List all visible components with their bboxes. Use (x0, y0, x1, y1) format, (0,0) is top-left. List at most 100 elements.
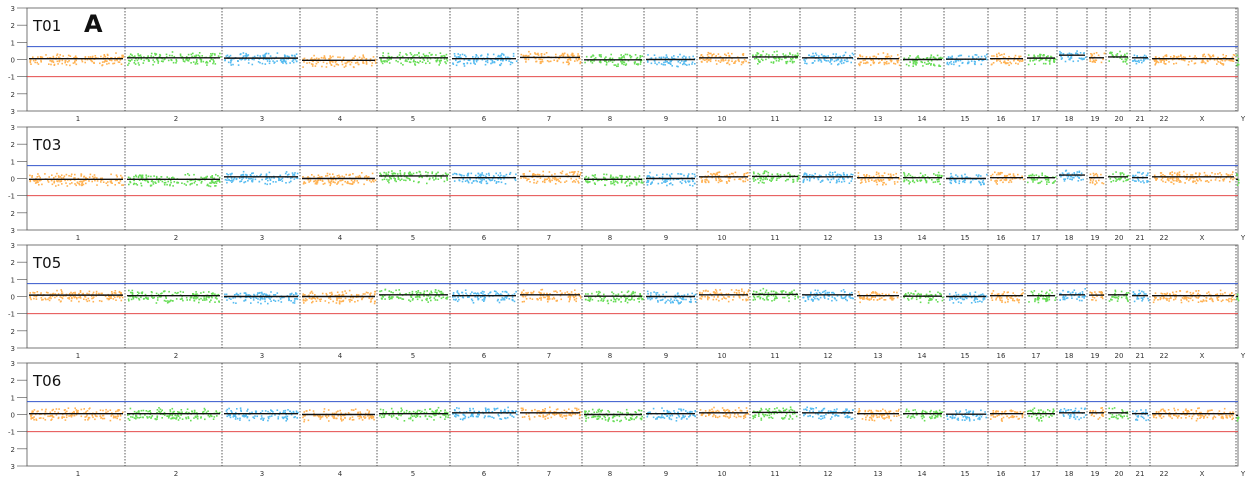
data-point (620, 54, 622, 56)
data-point (362, 55, 365, 58)
data-point (1031, 174, 1033, 177)
data-point (244, 58, 246, 61)
data-point (262, 298, 264, 300)
data-point (664, 61, 667, 63)
data-point (261, 297, 263, 299)
data-point (638, 298, 640, 300)
data-point (934, 174, 937, 176)
data-point (540, 289, 542, 291)
data-point (473, 292, 475, 295)
data-point (1180, 58, 1183, 61)
data-point (471, 291, 473, 293)
data-point (637, 297, 639, 300)
data-point (706, 54, 709, 56)
data-point (336, 183, 338, 185)
data-point (537, 173, 539, 176)
data-point (513, 300, 516, 303)
data-point (545, 178, 547, 181)
data-point (496, 181, 498, 183)
data-point (288, 296, 290, 299)
data-point (731, 57, 733, 60)
data-point (107, 54, 109, 57)
data-point (1209, 174, 1211, 177)
y-tick-label: -1 (8, 74, 15, 82)
data-point (156, 299, 159, 301)
data-point (1204, 174, 1207, 177)
data-point (243, 181, 245, 184)
y-tick-label: 2 (11, 259, 15, 267)
data-point (755, 291, 758, 293)
data-point (365, 175, 368, 177)
data-point (903, 173, 906, 175)
data-point (435, 54, 437, 56)
data-point (128, 183, 130, 186)
data-point (1121, 172, 1124, 174)
data-point (825, 60, 827, 62)
data-point (302, 66, 304, 68)
data-point (66, 61, 69, 63)
data-point (344, 297, 347, 300)
data-point (903, 179, 906, 181)
data-point (994, 171, 996, 174)
data-point (339, 176, 341, 178)
data-point (182, 299, 184, 302)
data-point (1227, 174, 1229, 176)
data-point (467, 180, 469, 183)
chromosome-label-21: 21 (1136, 234, 1145, 242)
data-point (1098, 179, 1100, 182)
y-tick-label: 2 (11, 22, 15, 30)
data-point (500, 54, 502, 57)
data-point (110, 59, 113, 62)
data-point (74, 291, 76, 294)
y-tick-label: 2 (11, 91, 15, 99)
data-point (875, 181, 878, 183)
data-point (1091, 53, 1093, 56)
data-point (605, 56, 607, 58)
data-point (341, 63, 344, 66)
data-point (753, 180, 755, 182)
data-point (120, 57, 122, 59)
data-point (245, 173, 247, 176)
data-point (239, 296, 242, 299)
data-point (882, 179, 885, 181)
data-point (274, 294, 277, 296)
data-point (638, 301, 640, 303)
data-point (1068, 172, 1070, 175)
data-point (442, 296, 445, 298)
data-point (187, 53, 190, 56)
data-point (320, 56, 323, 59)
data-point (1222, 180, 1225, 182)
data-point (639, 55, 642, 57)
y-tick-label: 0 (11, 57, 15, 65)
data-point (561, 170, 564, 173)
data-point (325, 66, 328, 68)
data-point (100, 292, 102, 295)
chromosome-label-15: 15 (961, 115, 970, 123)
data-point (864, 59, 866, 61)
data-point (179, 53, 182, 56)
data-point (1012, 173, 1015, 175)
data-point (760, 178, 762, 180)
data-point (694, 293, 697, 296)
data-point (416, 298, 419, 301)
data-point (916, 59, 918, 62)
data-point (397, 60, 399, 63)
data-point (778, 57, 781, 60)
data-point (594, 174, 596, 176)
data-point (709, 293, 712, 295)
data-point (836, 58, 839, 61)
data-point (733, 291, 736, 294)
data-point (526, 178, 529, 180)
data-point (883, 61, 886, 64)
data-point (1081, 58, 1083, 60)
data-point (739, 178, 742, 181)
data-point (127, 59, 130, 62)
data-point (426, 182, 428, 185)
data-point (732, 172, 734, 175)
data-point (410, 53, 413, 56)
data-point (403, 179, 405, 181)
data-point (831, 291, 833, 294)
data-point (564, 292, 566, 294)
data-point (525, 58, 527, 61)
